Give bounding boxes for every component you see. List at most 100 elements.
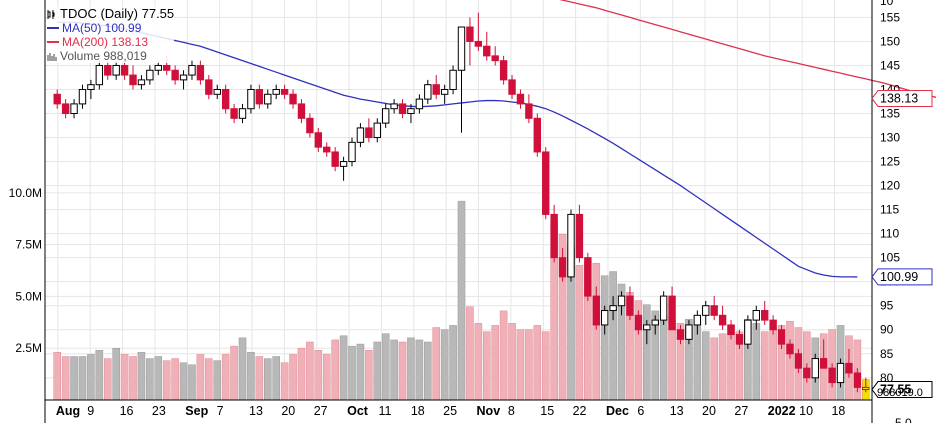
- last-price-tag: 77.55: [871, 381, 933, 399]
- x-tick-label: 8: [508, 404, 515, 418]
- candle-body: [120, 64, 129, 76]
- volume-bar: [120, 354, 129, 401]
- x-tick-label: 27: [314, 404, 328, 418]
- price-tick-label: 95: [880, 299, 894, 313]
- volume-bar: [440, 329, 449, 401]
- x-tick-label: Nov: [477, 404, 501, 418]
- ma50-swatch: [47, 27, 59, 29]
- candle-body: [659, 295, 668, 321]
- legend-volume: Volume 988,019: [47, 49, 174, 63]
- candle-body: [196, 64, 205, 81]
- volume-bar: [466, 306, 474, 401]
- candle-body: [693, 314, 702, 326]
- candle-body: [777, 329, 786, 345]
- legend-title: TDOC (Daily) 77.55: [60, 6, 175, 21]
- candle-body: [735, 334, 744, 345]
- volume-bar: [179, 362, 188, 401]
- candle-body: [171, 69, 179, 81]
- price-tick-label: 110: [880, 227, 899, 241]
- volume-bar: [609, 271, 617, 401]
- candle-body: [752, 310, 760, 321]
- candle-body: [449, 69, 457, 90]
- volume-bar: [348, 345, 356, 401]
- volume-bar: [592, 263, 601, 401]
- x-tick-label: 20: [702, 404, 716, 418]
- candle-body: [457, 26, 466, 71]
- candle-body: [146, 69, 154, 81]
- candle-body: [634, 314, 643, 331]
- price-tick-label: 130: [880, 131, 900, 145]
- candle-body: [592, 295, 600, 326]
- candle-body: [609, 305, 617, 312]
- candle-body: [280, 88, 289, 95]
- volume-bar: [272, 356, 280, 401]
- ma200-tag-box: [871, 89, 933, 107]
- candle-body: [348, 141, 356, 163]
- price-tick-label: 150: [880, 34, 900, 48]
- candle-body: [238, 108, 247, 119]
- candle-body: [584, 257, 592, 297]
- ma200-line: [559, 0, 936, 98]
- candle-body: [163, 64, 171, 71]
- candle-body: [323, 146, 331, 153]
- volume-tick-label: 10.0M: [9, 186, 42, 200]
- ma200-swatch: [47, 41, 59, 43]
- volume-bar: [95, 350, 104, 401]
- volume-bar: [205, 358, 213, 401]
- candle-body: [339, 161, 348, 167]
- x-tick-label: 25: [443, 404, 457, 418]
- volume-bar: [432, 327, 441, 401]
- x-tick-label: 13: [670, 404, 684, 418]
- candle-body: [188, 64, 196, 76]
- candle-body: [727, 324, 735, 336]
- candle-body: [398, 103, 407, 115]
- volume-bar: [398, 341, 407, 401]
- volume-bar: [508, 323, 516, 401]
- candle-body: [685, 324, 693, 340]
- volume-bar: [710, 337, 718, 401]
- volume-bar: [221, 354, 230, 401]
- axis-labels: 8085909510010511011512012513013514014515…: [9, 0, 933, 423]
- volume-bar: [112, 347, 120, 401]
- candle-body: [542, 151, 550, 215]
- candle-body: [356, 127, 365, 143]
- candle-body: [87, 84, 95, 90]
- ma200-tag-text: 138.13: [880, 91, 918, 105]
- price-tick-label: 120: [880, 179, 900, 193]
- volume-bar: [154, 356, 163, 401]
- volume-bar: [137, 352, 146, 401]
- legend-ma200-label: MA(200) 138.13: [62, 35, 149, 49]
- volume-bar: [331, 339, 339, 401]
- candle-body: [491, 55, 499, 62]
- candle-body: [668, 295, 676, 331]
- legend: TDOC (Daily) 77.55 MA(50) 100.99 MA(200)…: [47, 6, 175, 63]
- candle-body: [179, 74, 188, 81]
- candle-body: [247, 88, 255, 110]
- volume-bar: [668, 318, 676, 401]
- candle-body: [474, 40, 483, 47]
- ma50-tag-box: [871, 268, 933, 286]
- candle-body: [381, 108, 390, 124]
- candle-body: [550, 213, 558, 259]
- x-tick-label: 6: [637, 404, 644, 418]
- volume-bar: [760, 331, 769, 401]
- candle-body: [78, 88, 87, 105]
- volume-bar: [415, 339, 424, 401]
- volume-bar: [701, 331, 710, 401]
- volume-bar: [752, 323, 761, 401]
- ma50-series: [57, 21, 858, 278]
- x-tick-label: 10: [799, 404, 813, 418]
- candle-body: [845, 362, 853, 374]
- candle-body: [643, 324, 651, 331]
- last-price-tag-text: 77.55: [880, 383, 911, 397]
- candle-body: [651, 319, 659, 326]
- volume-bar: [339, 335, 348, 401]
- candle-body: [137, 79, 146, 86]
- volume-bar: [196, 354, 205, 401]
- candle-body: [718, 314, 727, 326]
- x-tick-label: 16: [120, 404, 134, 418]
- volume-bar: [786, 321, 794, 401]
- candle-body: [407, 108, 415, 115]
- candle-body: [803, 367, 811, 379]
- candle-body: [811, 358, 819, 379]
